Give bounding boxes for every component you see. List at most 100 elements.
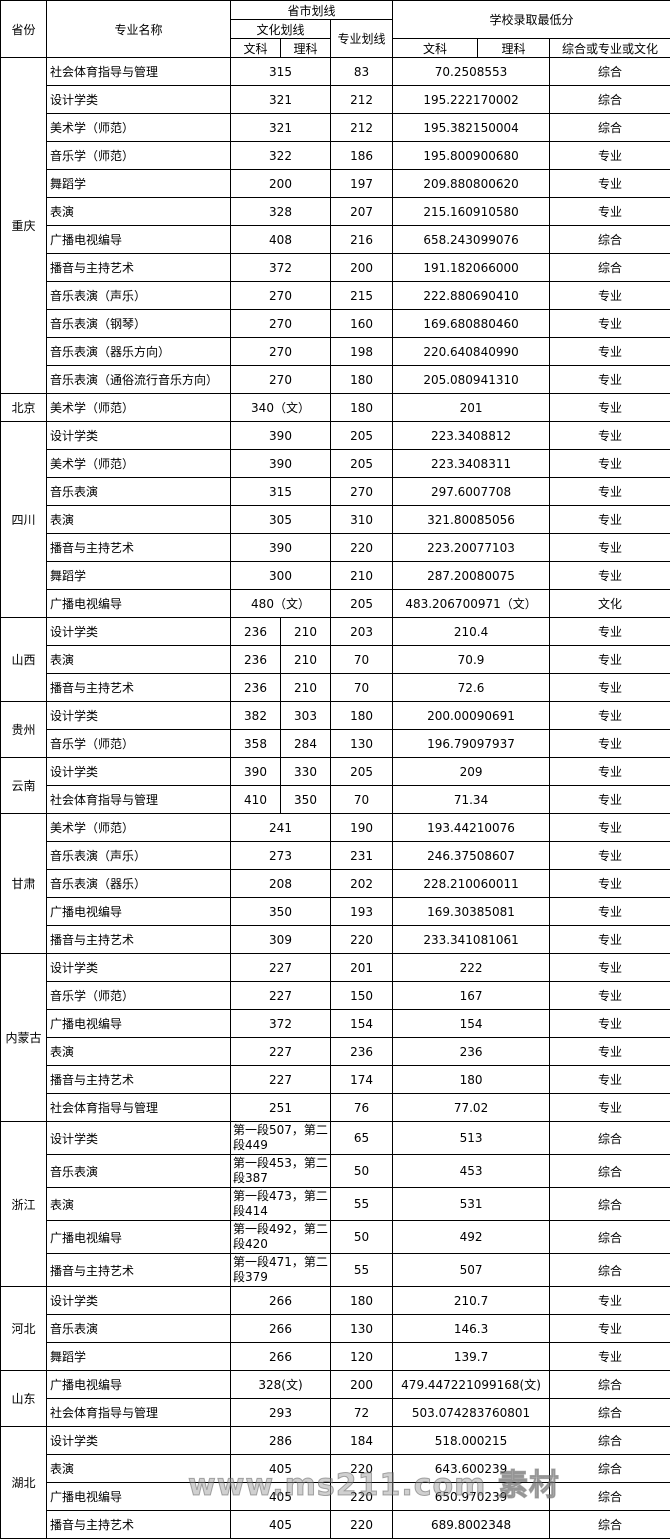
culture-line-cell: 270 — [230, 281, 331, 310]
school-min-score-cell: 492 — [392, 1220, 551, 1254]
province-cell: 湖北 — [0, 1426, 47, 1539]
culture-line-cell: 第一段471，第二段379 — [230, 1253, 331, 1287]
table-row: 音乐表演 第一段453，第二段387 50 453 综合 — [1, 1154, 670, 1188]
table-row: 山东 广播电视编导 328(文) 200 479.447221099168(文) 综合 — [0, 1370, 670, 1427]
admission-type-cell: 综合 — [549, 1154, 670, 1188]
major-line-cell: 55 — [329, 1187, 394, 1221]
culture-science-cell: 210 — [280, 617, 331, 646]
school-min-score-cell: 209 — [392, 757, 551, 786]
table-row: 表演 第一段473，第二段414 55 531 综合 — [1, 1187, 670, 1221]
admission-type-cell: 专业 — [549, 141, 670, 170]
major-line-cell: 55 — [329, 1253, 394, 1287]
major-line-cell: 193 — [329, 897, 394, 926]
school-min-score-cell: 643.600239 — [392, 1454, 551, 1483]
culture-line-cell: 390 — [230, 533, 331, 562]
table-row: 音乐表演（通俗流行音乐方向） 270 180 205.080941310 专业 — [1, 365, 670, 394]
admission-type-cell: 专业 — [549, 645, 670, 674]
culture-line-cell: 390 — [230, 421, 331, 450]
admission-type-cell: 专业 — [549, 869, 670, 898]
major-line-cell: 236 — [329, 1037, 394, 1066]
province-cell: 内蒙古 — [0, 953, 47, 1122]
major-line-cell: 198 — [329, 337, 394, 366]
admission-type-cell: 综合 — [549, 1426, 670, 1455]
province-cell: 重庆 — [0, 57, 47, 394]
table-row: 音乐表演 266 130 146.3 专业 — [1, 1314, 670, 1343]
table-row: 音乐表演（器乐方向） 270 198 220.640840990 专业 — [1, 337, 670, 366]
table-row: 音乐表演（声乐） 273 231 246.37508607 专业 — [1, 841, 670, 870]
admission-type-cell: 专业 — [549, 337, 670, 366]
admission-type-cell: 专业 — [549, 813, 670, 842]
major-name-cell: 广播电视编导 — [46, 1482, 231, 1511]
admission-type-cell: 专业 — [549, 449, 670, 478]
culture-line-cell: 293 — [230, 1398, 331, 1427]
table-row: 舞蹈学 266 120 139.7 专业 — [1, 1342, 670, 1371]
admission-type-cell: 专业 — [549, 953, 670, 982]
major-line-cell: 202 — [329, 869, 394, 898]
major-line-cell: 186 — [329, 141, 394, 170]
province-cell: 甘肃 — [0, 813, 47, 954]
major-name-cell: 表演 — [46, 1454, 231, 1483]
major-name-cell: 美术学（师范） — [46, 813, 231, 842]
school-min-score-cell: 518.000215 — [392, 1426, 551, 1455]
major-line-cell: 215 — [329, 281, 394, 310]
major-name-cell: 舞蹈学 — [46, 1342, 231, 1371]
major-name-cell: 播音与主持艺术 — [46, 925, 231, 954]
school-min-score-cell: 191.182066000 — [392, 253, 551, 282]
school-min-score-cell: 236 — [392, 1037, 551, 1066]
school-min-score-cell: 223.20077103 — [392, 533, 551, 562]
major-name-cell: 播音与主持艺术 — [46, 673, 231, 702]
major-name-cell: 广播电视编导 — [46, 589, 231, 618]
major-line-cell: 180 — [329, 1286, 394, 1315]
table-row: 广播电视编导 372 154 154 专业 — [1, 1009, 670, 1038]
culture-line-cell: 227 — [230, 1037, 331, 1066]
culture-line-cell: 227 — [230, 981, 331, 1010]
table-row: 广播电视编导 第一段492，第二段420 50 492 综合 — [1, 1220, 670, 1254]
major-line-cell: 174 — [329, 1065, 394, 1094]
province-cell: 山东 — [0, 1370, 47, 1427]
major-name-cell: 设计学类 — [46, 1286, 231, 1315]
school-min-score-cell: 658.243099076 — [392, 225, 551, 254]
major-line-cell: 205 — [329, 421, 394, 450]
culture-arts-cell: 390 — [230, 757, 281, 786]
major-name-cell: 音乐表演（声乐） — [46, 281, 231, 310]
culture-line-cell: 309 — [230, 925, 331, 954]
culture-line-cell: 227 — [230, 1065, 331, 1094]
culture-arts-cell: 236 — [230, 645, 281, 674]
major-name-cell: 音乐学（师范） — [46, 981, 231, 1010]
culture-line-cell: 300 — [230, 561, 331, 590]
school-min-score-cell: 483.206700971（文） — [392, 589, 551, 618]
table-row: 广播电视编导 480（文） 205 483.206700971（文） 文化 — [1, 589, 670, 618]
admission-type-cell: 专业 — [549, 169, 670, 198]
major-name-cell: 表演 — [46, 505, 231, 534]
culture-line-cell: 第一段507，第二段449 — [230, 1121, 331, 1155]
major-name-cell: 美术学（师范） — [46, 449, 231, 478]
major-line-cell: 220 — [329, 1510, 394, 1539]
admission-type-cell: 专业 — [549, 421, 670, 450]
culture-line-cell: 405 — [230, 1482, 331, 1511]
table-row: 表演 227 236 236 专业 — [1, 1037, 670, 1066]
major-name-cell: 音乐表演（器乐） — [46, 869, 231, 898]
culture-arts-cell: 236 — [230, 617, 281, 646]
school-min-score-cell: 200.00090691 — [392, 701, 551, 730]
major-line-cell: 200 — [329, 253, 394, 282]
admission-type-cell: 专业 — [549, 785, 670, 814]
school-min-score-cell: 210.4 — [392, 617, 551, 646]
major-line-cell: 203 — [329, 617, 394, 646]
major-line-cell: 190 — [329, 813, 394, 842]
admission-type-cell: 专业 — [549, 281, 670, 310]
header-province: 省份 — [0, 0, 47, 58]
major-name-cell: 音乐表演 — [46, 1314, 231, 1343]
major-line-cell: 205 — [329, 757, 394, 786]
table-row: 表演 305 310 321.80085056 专业 — [1, 505, 670, 534]
header-arts: 文科 — [230, 38, 281, 58]
major-name-cell: 播音与主持艺术 — [46, 1510, 231, 1539]
major-name-cell: 表演 — [46, 197, 231, 226]
table-body: 重庆 社会体育指导与管理 315 83 70.2508553 综合 设计学类 321 212 19… — [0, 57, 670, 1539]
school-min-score-cell: 233.341081061 — [392, 925, 551, 954]
major-name-cell: 播音与主持艺术 — [46, 533, 231, 562]
major-line-cell: 201 — [329, 953, 394, 982]
admission-type-cell: 专业 — [549, 1093, 670, 1122]
culture-line-cell: 286 — [230, 1426, 331, 1455]
school-min-score-cell: 167 — [392, 981, 551, 1010]
